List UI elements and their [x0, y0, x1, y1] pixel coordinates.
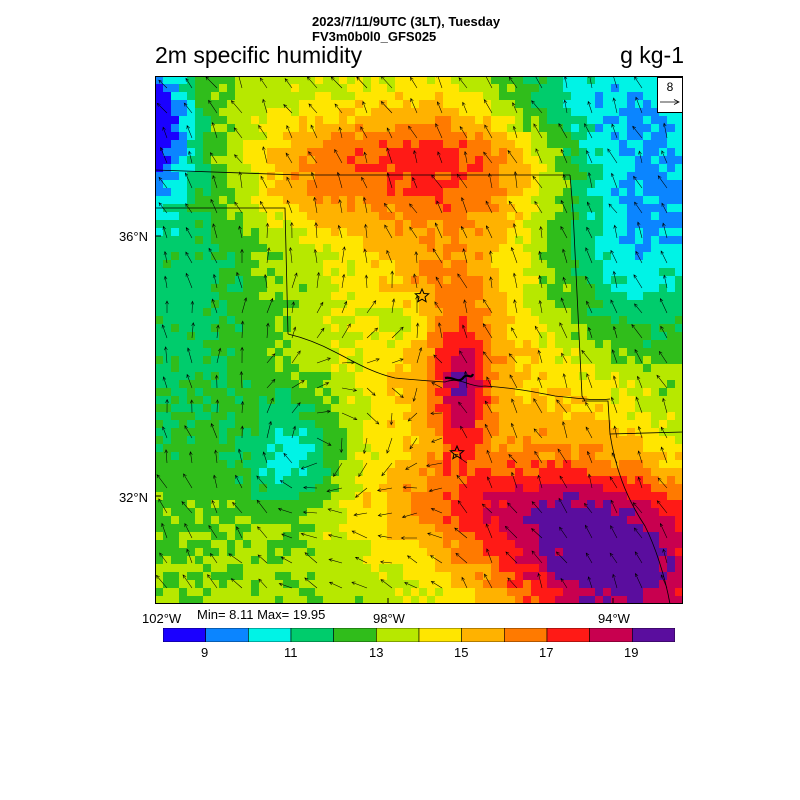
colorbar-swatch: [504, 628, 548, 642]
colorbar-label-13: 13: [369, 645, 384, 660]
colorbar-swatch: [418, 628, 462, 642]
plot-title: 2m specific humidity: [155, 42, 363, 68]
colorbar-swatch: [461, 628, 505, 642]
humidity-field: [155, 76, 683, 604]
colorbar-swatch: [248, 628, 292, 642]
colorbar-swatch: [333, 628, 377, 642]
colorbar-swatch: [632, 628, 675, 642]
state-boundaries: [155, 169, 683, 604]
map-frame: [155, 76, 683, 604]
map-ticks: [155, 235, 614, 604]
colorbar-label-9: 9: [201, 645, 209, 660]
river-segment: [444, 373, 475, 382]
colorbar-swatch: [589, 628, 633, 642]
colorbar-label-17: 17: [539, 645, 554, 660]
model-run-header: FV3m0b0l0_GFS025: [312, 29, 437, 44]
station-marker-north: [414, 287, 430, 303]
lon-label-102w: 102°W: [142, 611, 182, 626]
lon-label-98w: 98°W: [373, 611, 405, 626]
colorbar-label-19: 19: [624, 645, 639, 660]
valid-time-header: 2023/7/11/9UTC (3LT), Tuesday: [312, 14, 501, 29]
reference-arrow-icon: [660, 99, 680, 105]
humidity-map: [155, 76, 683, 604]
colorbar-swatch: [546, 628, 590, 642]
colorbar-swatch: [205, 628, 249, 642]
wind-vectors: [156, 76, 668, 589]
colorbar-swatch: [163, 628, 206, 642]
colorbar-label-15: 15: [454, 645, 469, 660]
reference-vector-label: 8: [666, 80, 674, 94]
reference-vector-box: 8: [657, 77, 683, 113]
lat-label-32n: 32°N: [118, 490, 148, 505]
station-marker-south: [449, 444, 465, 460]
colorbar: [163, 628, 675, 642]
colorbar-swatch: [290, 628, 334, 642]
lon-label-94w: 94°W: [598, 611, 630, 626]
lat-label-36n: 36°N: [118, 229, 148, 244]
min-max-stats: Min= 8.11 Max= 19.95: [197, 607, 326, 622]
colorbar-swatch: [376, 628, 420, 642]
colorbar-label-11: 11: [284, 645, 298, 660]
plot-units: g kg-1: [620, 42, 684, 68]
